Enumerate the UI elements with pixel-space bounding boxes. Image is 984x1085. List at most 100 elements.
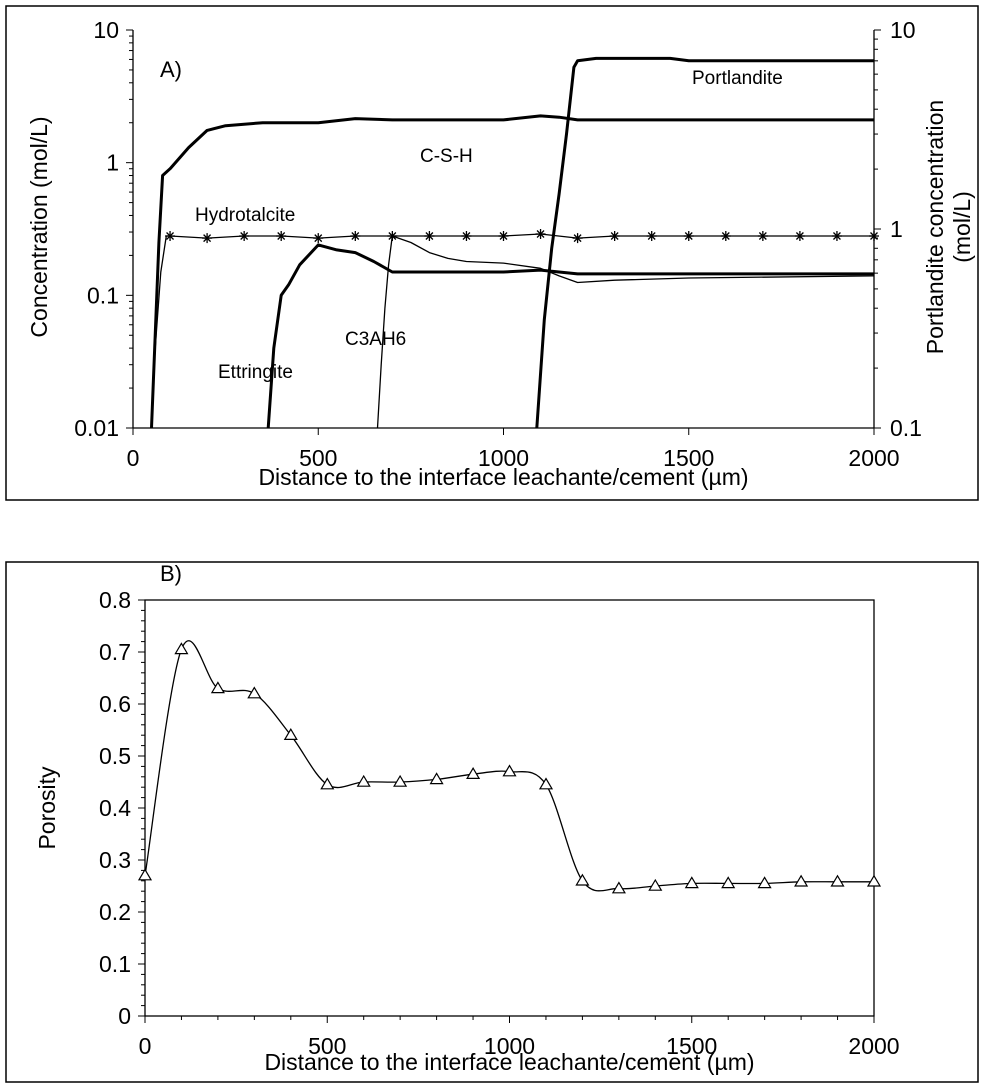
panel-a-y-tick-label: 0.1: [87, 282, 119, 308]
hydrotalcite-marker: [350, 231, 361, 242]
panel-b-y-axis-title: Porosity: [34, 766, 60, 850]
panel-a-x-tick-label: 1500: [663, 445, 714, 471]
panel-b-x-tick-label: 0: [139, 1033, 152, 1059]
hydrotalcite-marker: [757, 231, 768, 242]
panel-a-y-tick-label: 1: [106, 150, 119, 176]
hydrotalcite-marker-stroke: [166, 232, 175, 240]
porosity-marker: [283, 728, 298, 741]
panel-b-y-tick-label: 0.4: [99, 795, 131, 821]
panel-a-y2-axis-title-line2: (mol/L): [949, 191, 975, 263]
panel-a-y-tick-label: 10: [93, 17, 119, 43]
panel-a-y2-tick-label: 1: [890, 216, 903, 242]
series-label-portlandite: Portlandite: [692, 68, 783, 89]
hydrotalcite-marker-stroke: [573, 234, 582, 243]
hydrotalcite-marker-stroke: [462, 232, 471, 240]
panel-b-y-tick-label: 0.3: [99, 847, 131, 873]
panel-a-x-tick-label: 0: [127, 445, 140, 471]
hydrotalcite-marker-stroke: [610, 232, 619, 240]
series-line-porosity: [144, 640, 874, 892]
hydrotalcite-marker: [794, 231, 805, 242]
panel-b-plot-area: [144, 599, 875, 1017]
hydrotalcite-marker-stroke: [647, 232, 656, 240]
hydrotalcite-marker: [831, 231, 842, 242]
porosity-marker: [356, 774, 371, 787]
series-line-ettringite: [266, 243, 874, 429]
porosity-marker: [247, 686, 262, 699]
hydrotalcite-marker: [720, 231, 731, 242]
hydrotalcite-marker-stroke: [795, 232, 804, 240]
panel-b-y-tick-label: 0.8: [99, 587, 131, 613]
hydrotalcite-marker: [165, 231, 176, 242]
panel-b-x-tick-label: 1500: [666, 1033, 717, 1059]
porosity-marker: [794, 874, 809, 887]
hydrotalcite-marker: [498, 231, 509, 242]
panel-b-y-tick-label: 0.2: [99, 899, 131, 925]
panel-a-chart: 0.01 0.1 1 10 0.1 1 10 0 500 1000 1500 2000 Distance…: [26, 17, 975, 490]
hydrotalcite-marker-stroke: [870, 232, 878, 240]
panel-b-x-tick-label: 2000: [848, 1033, 899, 1059]
porosity-marker: [721, 876, 736, 889]
hydrotalcite-marker: [683, 231, 694, 242]
hydrotalcite-marker: [276, 231, 287, 242]
hydrotalcite-marker: [202, 233, 213, 244]
panel-a-y-axis-title: Concentration (mol/L): [26, 116, 52, 337]
porosity-marker: [429, 772, 444, 785]
series-line-portlandite: [535, 56, 874, 429]
porosity-marker: [648, 878, 663, 891]
porosity-marker: [466, 767, 481, 780]
panel-b-y-tick-label: 0.1: [99, 951, 131, 977]
hydrotalcite-marker-stroke: [425, 232, 434, 240]
hydrotalcite-marker-stroke: [314, 234, 323, 243]
porosity-marker: [174, 642, 189, 655]
hydrotalcite-marker: [535, 228, 546, 239]
hydrotalcite-marker-stroke: [351, 232, 360, 240]
series-line-hydrotalcite: [150, 233, 874, 429]
hydrotalcite-marker-stroke: [832, 232, 841, 240]
porosity-marker: [866, 874, 882, 887]
hydrotalcite-marker: [609, 231, 620, 242]
panel-a-x-tick-label: 2000: [848, 445, 899, 471]
porosity-marker: [684, 876, 699, 889]
hydrotalcite-marker-stroke: [240, 232, 249, 240]
hydrotalcite-marker-stroke: [277, 232, 286, 240]
hydrotalcite-marker: [239, 231, 250, 242]
series-label-c-s-h: C-S-H: [420, 146, 473, 167]
hydrotalcite-marker: [461, 231, 472, 242]
hydrotalcite-marker-stroke: [536, 230, 545, 238]
panel-b-x-tick-label: 500: [308, 1033, 346, 1059]
panel-a-frame: [5, 5, 979, 501]
porosity-marker: [320, 777, 335, 790]
panel-a-x-tick-label: 500: [299, 445, 337, 471]
series-label-ettringite: Ettringite: [218, 362, 293, 383]
porosity-marker: [830, 874, 845, 887]
porosity-marker: [575, 873, 590, 886]
panel-b-frame: [5, 561, 979, 1083]
porosity-marker: [757, 876, 772, 889]
hydrotalcite-marker-stroke: [684, 232, 693, 240]
hydrotalcite-marker-stroke: [758, 232, 767, 240]
panel-b-label: B): [160, 561, 182, 586]
panel-a-y2-axis-title-line1: Portlandite concentration: [922, 100, 948, 354]
hydrotalcite-marker-stroke: [499, 232, 508, 240]
panel-b-x-axis-title: Distance to the interface leachante/ceme…: [264, 1049, 754, 1075]
hydrotalcite-marker-stroke: [721, 232, 730, 240]
porosity-marker: [393, 774, 408, 787]
panel-a-x-tick-label: 1000: [478, 445, 529, 471]
porosity-marker: [502, 764, 517, 777]
panel-a-y2-tick-label: 0.1: [890, 415, 922, 441]
hydrotalcite-marker-stroke: [203, 234, 212, 243]
hydrotalcite-marker: [646, 231, 657, 242]
series-label-hydrotalcite: Hydrotalcite: [195, 205, 295, 226]
series-line-c3ah6: [376, 235, 875, 429]
panel-a-y-tick-label: 0.01: [74, 415, 119, 441]
porosity-marker: [538, 777, 554, 790]
series-label-c3ah6: C3AH6: [345, 329, 406, 350]
hydrotalcite-marker: [572, 233, 583, 244]
panel-b-y-tick-label: 0: [118, 1003, 131, 1029]
panel-b-y-tick-label: 0.7: [99, 639, 131, 665]
panel-b-y-tick-label: 0.6: [99, 691, 131, 717]
hydrotalcite-marker: [424, 231, 435, 242]
panel-a-label: A): [160, 57, 182, 82]
panel-b-x-tick-label: 1000: [484, 1033, 535, 1059]
